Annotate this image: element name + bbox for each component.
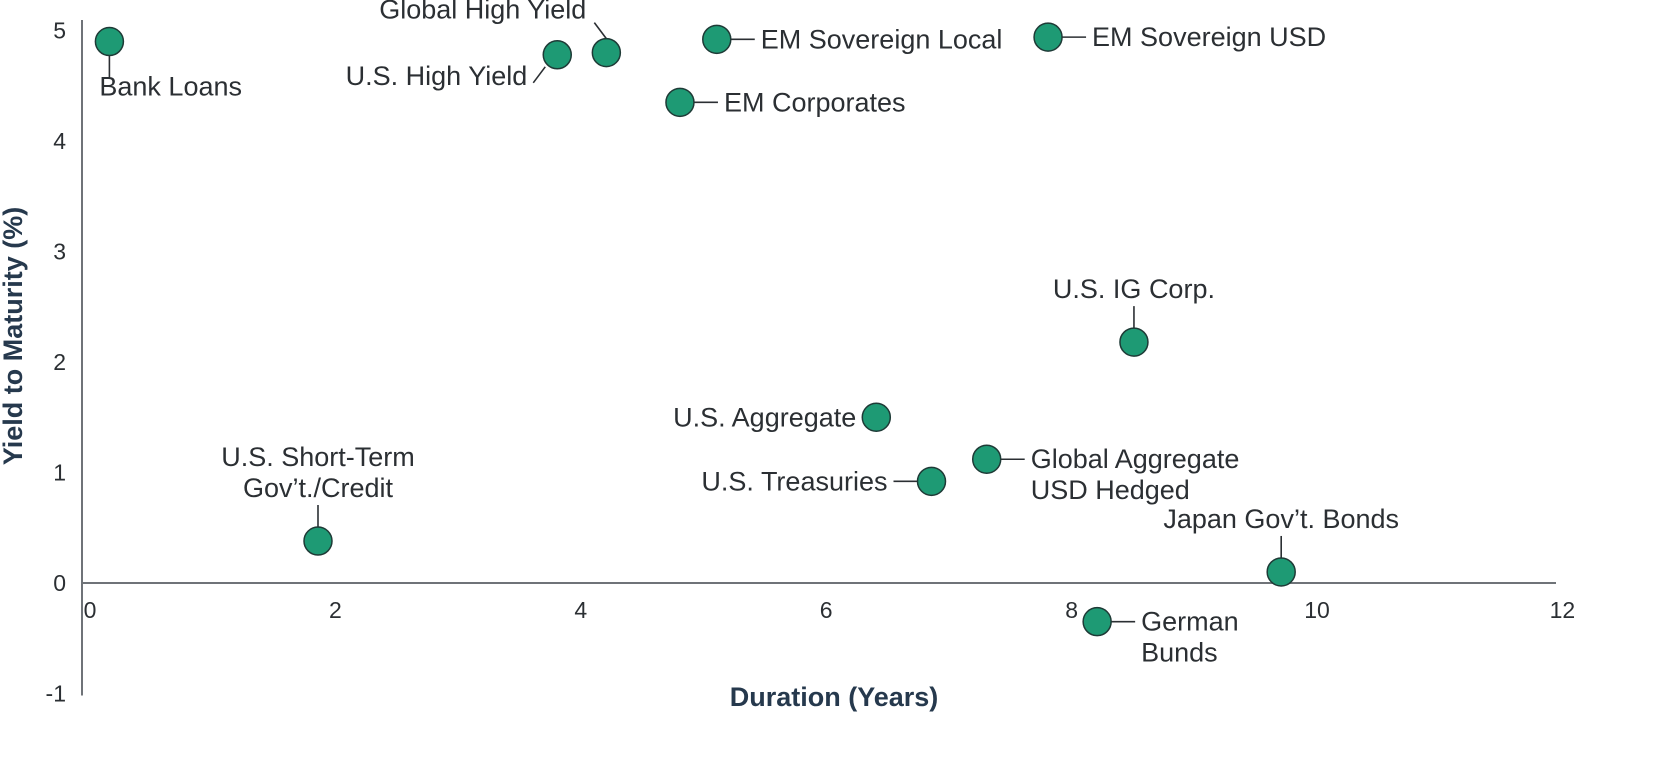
data-point bbox=[916, 466, 947, 497]
point-label: German bbox=[1141, 607, 1239, 637]
point-label: EM Sovereign USD bbox=[1092, 22, 1326, 52]
y-tick-label: 1 bbox=[53, 460, 66, 486]
data-point bbox=[1119, 327, 1149, 357]
point-label: U.S. IG Corp. bbox=[1053, 274, 1215, 304]
x-tick-label: 2 bbox=[329, 597, 342, 623]
x-tick-label: 0 bbox=[84, 597, 97, 623]
point-label: EM Corporates bbox=[724, 87, 906, 117]
point-label: Bank Loans bbox=[99, 72, 242, 102]
x-tick-label: 6 bbox=[820, 597, 833, 623]
data-point bbox=[1266, 557, 1296, 587]
point-label: Japan Gov’t. Bonds bbox=[1163, 504, 1399, 534]
data-point bbox=[1082, 606, 1112, 637]
point-label: Gov’t./Credit bbox=[243, 473, 394, 503]
data-point bbox=[1033, 22, 1063, 52]
y-tick-label: 4 bbox=[53, 128, 66, 154]
data-point bbox=[94, 26, 125, 57]
y-tick-label: 5 bbox=[53, 18, 66, 44]
point-label: Bunds bbox=[1141, 638, 1218, 668]
leader-line bbox=[593, 22, 607, 40]
point-label: U.S. Aggregate bbox=[673, 402, 856, 432]
point-label: U.S. Treasuries bbox=[701, 466, 887, 496]
data-point bbox=[542, 40, 573, 70]
y-tick-label: 2 bbox=[53, 349, 66, 375]
data-point bbox=[861, 402, 892, 432]
x-tick-label: 10 bbox=[1304, 597, 1330, 623]
data-point bbox=[303, 526, 333, 556]
point-label: Global High Yield bbox=[379, 0, 586, 25]
x-tick-label: 12 bbox=[1550, 597, 1576, 623]
x-tick-label: 8 bbox=[1065, 597, 1078, 623]
point-label: EM Sovereign Local bbox=[761, 24, 1003, 54]
point-label: Global Aggregate bbox=[1031, 444, 1240, 474]
marks-group: Bank Loans U.S. High Yield Global High Yie… bbox=[94, 0, 1399, 668]
y-tick-label: -1 bbox=[46, 681, 66, 707]
data-point bbox=[971, 444, 1002, 474]
point-label: U.S. Short-Term bbox=[221, 442, 415, 472]
data-point bbox=[702, 24, 732, 55]
x-tick-label: 4 bbox=[574, 597, 587, 623]
leader-line bbox=[532, 66, 546, 84]
point-label: USD Hedged bbox=[1031, 475, 1190, 505]
y-tick-label: 0 bbox=[53, 570, 66, 596]
data-point bbox=[665, 87, 695, 118]
data-point bbox=[591, 37, 622, 68]
x-axis-title: Duration (Years) bbox=[730, 682, 939, 712]
point-label: U.S. High Yield bbox=[346, 61, 528, 91]
y-tick-label: 3 bbox=[53, 239, 66, 265]
y-axis-title: Yield to Maturity (%) bbox=[0, 207, 28, 466]
